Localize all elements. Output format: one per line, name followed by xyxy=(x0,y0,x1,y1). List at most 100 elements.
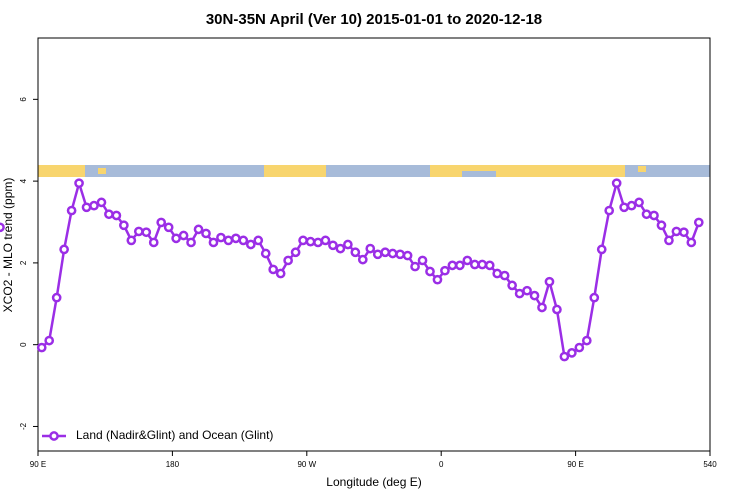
y-tick-label: -2 xyxy=(19,422,28,430)
land-band xyxy=(38,165,85,177)
data-point xyxy=(395,249,405,260)
data-point xyxy=(141,227,152,238)
data-point xyxy=(178,230,189,241)
data-point xyxy=(148,237,159,248)
data-point xyxy=(626,200,637,211)
data-point xyxy=(559,351,570,362)
data-point xyxy=(238,235,249,246)
data-point xyxy=(664,235,674,246)
data-point xyxy=(89,200,99,211)
data-point xyxy=(328,240,338,251)
data-point xyxy=(372,249,383,260)
data-point xyxy=(283,255,293,266)
data-point xyxy=(686,237,697,248)
x-tick-label: 540 xyxy=(703,460,717,469)
data-point xyxy=(656,220,667,231)
data-point xyxy=(402,250,413,261)
data-point xyxy=(641,209,652,220)
data-point xyxy=(432,274,443,285)
data-point xyxy=(74,178,84,189)
data-point xyxy=(522,285,532,296)
data-point xyxy=(268,264,279,275)
data-point xyxy=(357,254,368,265)
data-point xyxy=(619,202,629,213)
plot-frame xyxy=(37,37,711,452)
data-point xyxy=(462,255,473,266)
data-point xyxy=(343,239,353,250)
y-tick-label: 6 xyxy=(19,97,28,102)
x-axis-label: Longitude (deg E) xyxy=(326,475,421,489)
data-point xyxy=(596,244,607,255)
x-tick-label: 90 W xyxy=(297,460,316,469)
data-point xyxy=(604,205,615,216)
data-point xyxy=(260,248,271,259)
data-point xyxy=(507,280,517,291)
y-tick-label: 4 xyxy=(19,178,28,183)
data-point xyxy=(679,227,689,238)
data-point xyxy=(245,239,256,250)
y-tick-label: 2 xyxy=(19,260,28,265)
data-point xyxy=(671,226,682,237)
data-point xyxy=(201,228,211,239)
chart-title: 30N-35N April (Ver 10) 2015-01-01 to 202… xyxy=(206,11,542,28)
data-point xyxy=(581,335,592,346)
data-point xyxy=(119,220,129,231)
data-point xyxy=(231,233,241,244)
x-tick-label: 0 xyxy=(439,460,444,469)
x-tick-label: 90 E xyxy=(567,460,583,469)
data-point xyxy=(298,235,308,246)
data-point xyxy=(552,304,562,315)
data-point xyxy=(492,268,503,279)
data-point xyxy=(156,217,167,228)
data-point xyxy=(36,342,47,353)
data-point xyxy=(223,235,234,246)
y-axis-label: XCO2 - MLO trend (ppm) xyxy=(1,178,15,313)
data-point xyxy=(410,261,420,272)
data-point xyxy=(484,260,495,271)
series-line xyxy=(40,178,700,359)
ocean-band xyxy=(462,171,496,177)
data-point xyxy=(81,202,92,213)
data-point xyxy=(350,247,361,258)
data-point xyxy=(216,232,226,243)
land-ocean-band xyxy=(38,165,710,177)
land-band xyxy=(638,166,646,172)
x-tick-label: 90 E xyxy=(30,460,46,469)
data-point xyxy=(290,247,301,258)
data-point xyxy=(425,266,435,277)
data-point xyxy=(96,197,107,208)
data-point xyxy=(589,292,600,303)
data-point xyxy=(499,270,510,281)
data-point xyxy=(133,226,144,237)
land-band xyxy=(98,168,106,174)
data-point xyxy=(469,259,480,270)
data-point xyxy=(693,217,704,228)
legend-label: Land (Nadir&Glint) and Ocean (Glint) xyxy=(76,428,273,442)
data-point xyxy=(335,243,346,254)
data-point xyxy=(417,255,428,266)
data-point xyxy=(253,235,264,246)
x-tick-label: 180 xyxy=(166,460,180,469)
data-point xyxy=(529,290,540,301)
data-point xyxy=(380,247,391,258)
data-point xyxy=(305,236,316,247)
data-point xyxy=(387,248,398,259)
legend-marker xyxy=(49,431,59,441)
data-point xyxy=(126,235,137,246)
data-point xyxy=(208,237,219,248)
data-point xyxy=(514,288,525,299)
data-point xyxy=(611,178,622,189)
data-point xyxy=(365,243,376,254)
data-point xyxy=(447,260,458,271)
data-point xyxy=(320,235,331,246)
data-point xyxy=(193,224,204,235)
data-point xyxy=(477,259,488,270)
data-point xyxy=(59,244,69,255)
data-point xyxy=(66,205,77,216)
data-point xyxy=(104,209,114,220)
data-point xyxy=(51,292,62,303)
data-point xyxy=(163,222,174,233)
data-point xyxy=(537,302,547,313)
data-point xyxy=(455,260,465,271)
